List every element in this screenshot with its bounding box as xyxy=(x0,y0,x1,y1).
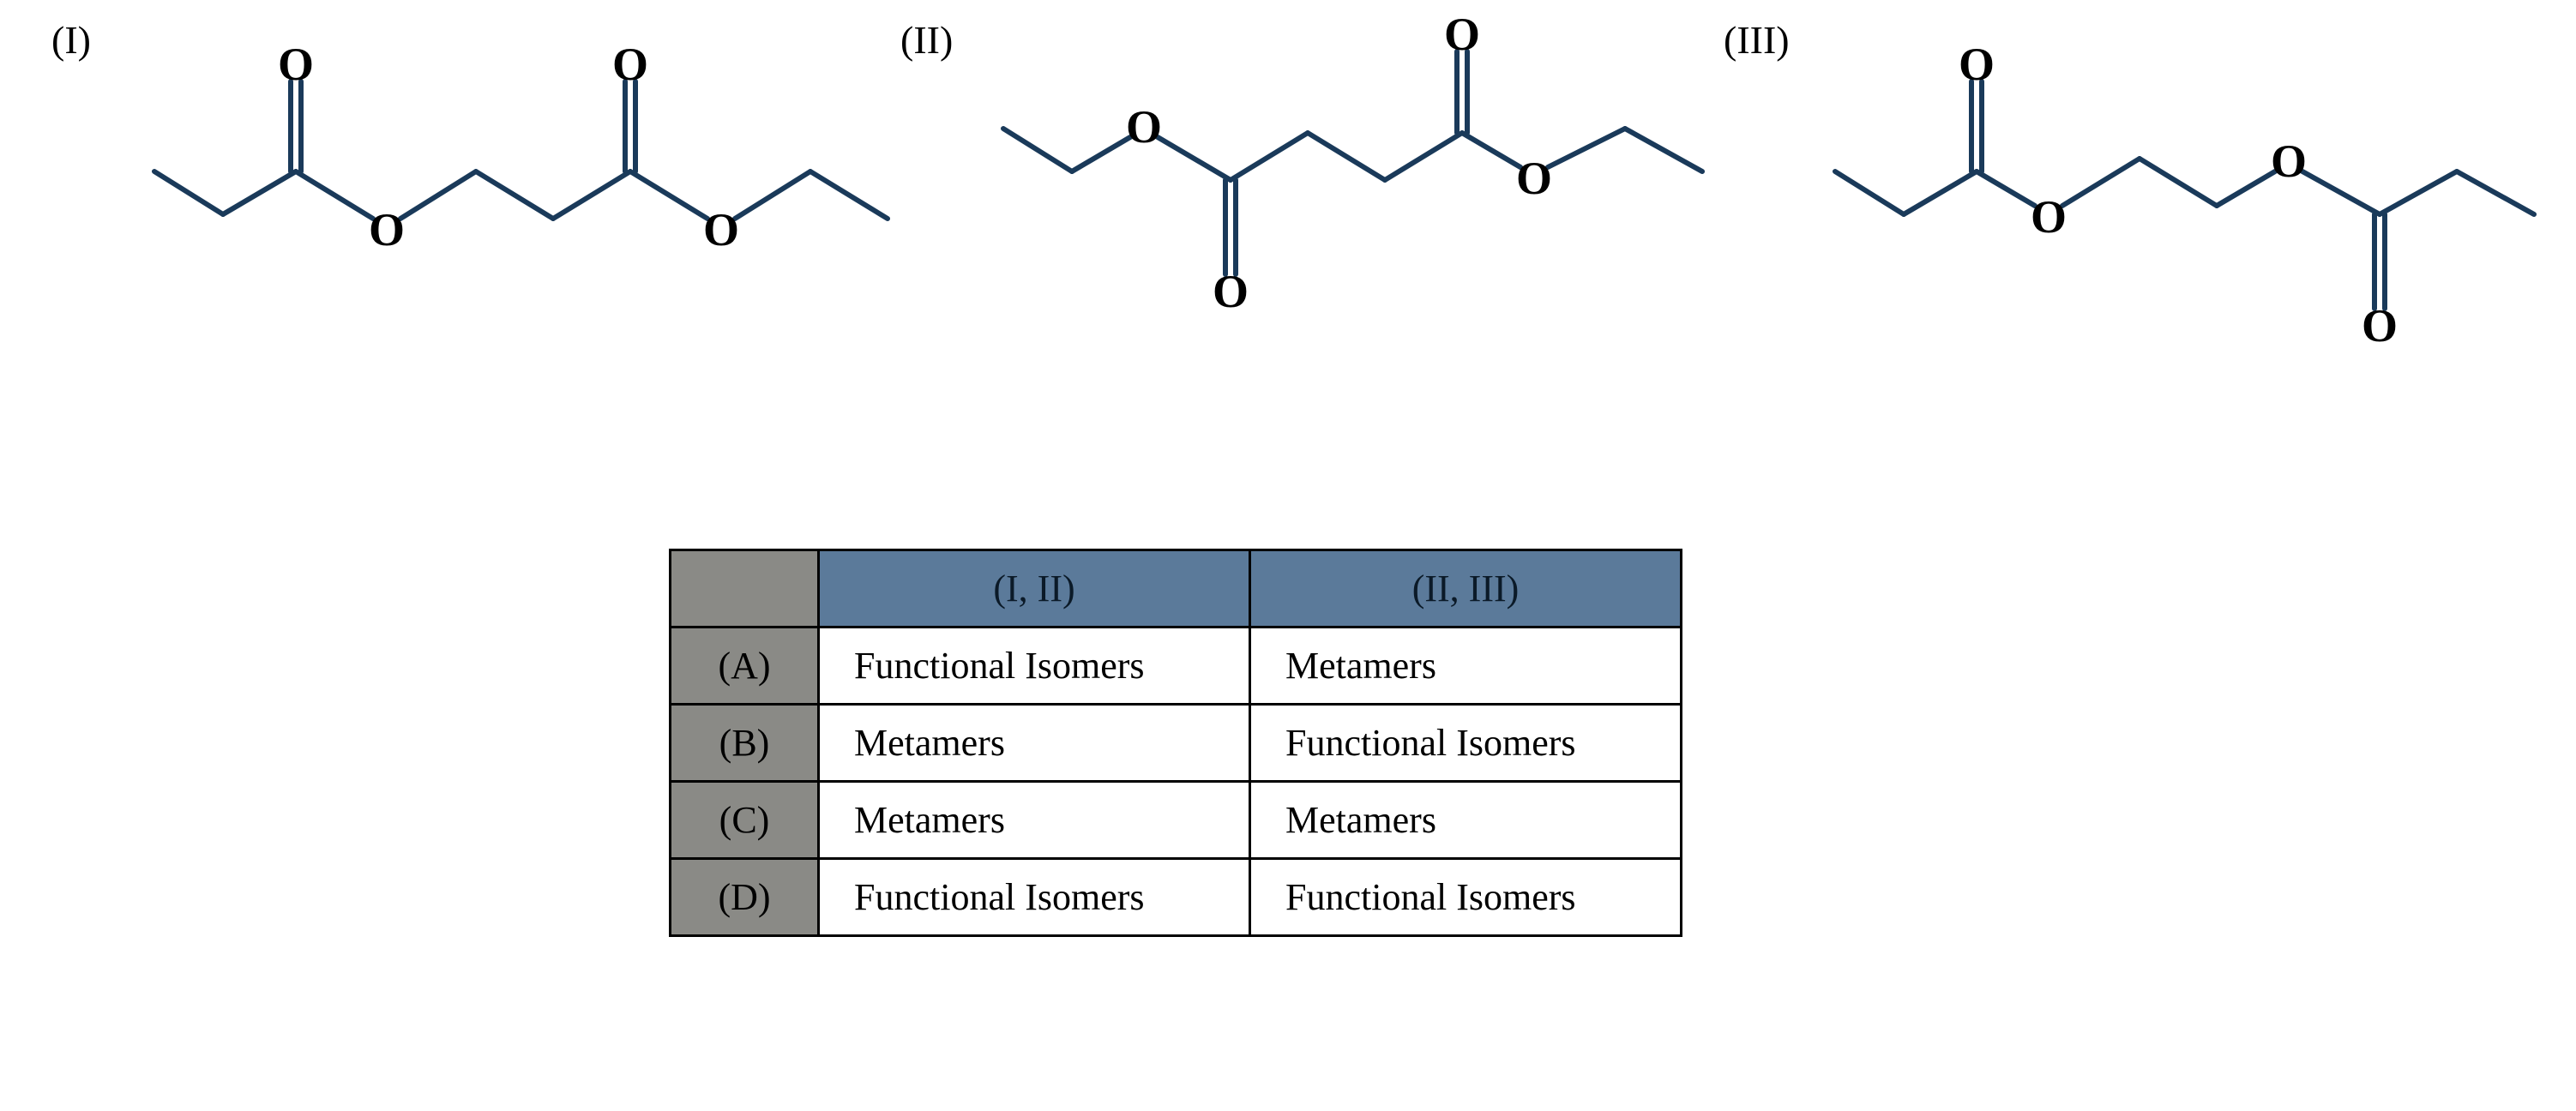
table-row: (B)MetamersFunctional Isomers xyxy=(671,705,1682,782)
structure-1-svg: O O O O xyxy=(103,17,926,360)
table-cell: Metamers xyxy=(819,705,1250,782)
table-cell: Functional Isomers xyxy=(819,859,1250,936)
svg-text:O: O xyxy=(1213,266,1249,317)
table-header-row: (I, II) (II, III) xyxy=(671,550,1682,628)
svg-text:O: O xyxy=(2362,300,2398,351)
table-cell: Metamers xyxy=(1250,782,1682,859)
table-cell: Metamers xyxy=(1250,628,1682,705)
table-row: (A)Functional IsomersMetamers xyxy=(671,628,1682,705)
table-cell: Metamers xyxy=(819,782,1250,859)
table-row-label: (D) xyxy=(671,859,819,936)
svg-text:O: O xyxy=(278,39,314,90)
svg-text:O: O xyxy=(2031,191,2067,243)
page-root: (I) O O O O (II) O O O O (III) O O O O (I, II) (I… xyxy=(0,0,2576,1111)
svg-text:O: O xyxy=(1959,39,1995,90)
svg-text:O: O xyxy=(703,204,739,255)
svg-text:O: O xyxy=(1444,17,1480,60)
structure-3: (III) OOOO xyxy=(1749,17,2576,463)
structure-2-label: (II) xyxy=(900,17,953,63)
table-cell: Functional Isomers xyxy=(819,628,1250,705)
table-cell: Functional Isomers xyxy=(1250,705,1682,782)
table-row-label: (C) xyxy=(671,782,819,859)
structure-3-svg: O O O O xyxy=(1801,17,2576,463)
table-cell: Functional Isomers xyxy=(1250,859,1682,936)
structure-1: (I) O O O O xyxy=(51,17,926,360)
svg-text:O: O xyxy=(1126,101,1162,153)
structure-1-label: (I) xyxy=(51,17,91,63)
structure-3-label: (III) xyxy=(1724,17,1790,63)
answer-table: (I, II) (II, III) (A)Functional IsomersM… xyxy=(669,549,1682,937)
svg-text:O: O xyxy=(1516,153,1552,204)
table-row: (D)Functional IsomersFunctional Isomers xyxy=(671,859,1682,936)
table-row-label: (A) xyxy=(671,628,819,705)
svg-text:O: O xyxy=(369,204,405,255)
table-row: (C)MetamersMetamers xyxy=(671,782,1682,859)
table-col-header-1: (I, II) xyxy=(819,550,1250,628)
structure-2: (II) O O O O xyxy=(900,17,1775,463)
table-col-header-2: (II, III) xyxy=(1250,550,1682,628)
svg-text:O: O xyxy=(612,39,648,90)
structures-row: (I) O O O O (II) O O O O (III) O O O O xyxy=(51,17,2521,497)
structure-2-svg: O O O O xyxy=(952,17,1775,463)
table-corner-cell xyxy=(671,550,819,628)
svg-text:O: O xyxy=(2271,135,2307,187)
table-row-label: (B) xyxy=(671,705,819,782)
